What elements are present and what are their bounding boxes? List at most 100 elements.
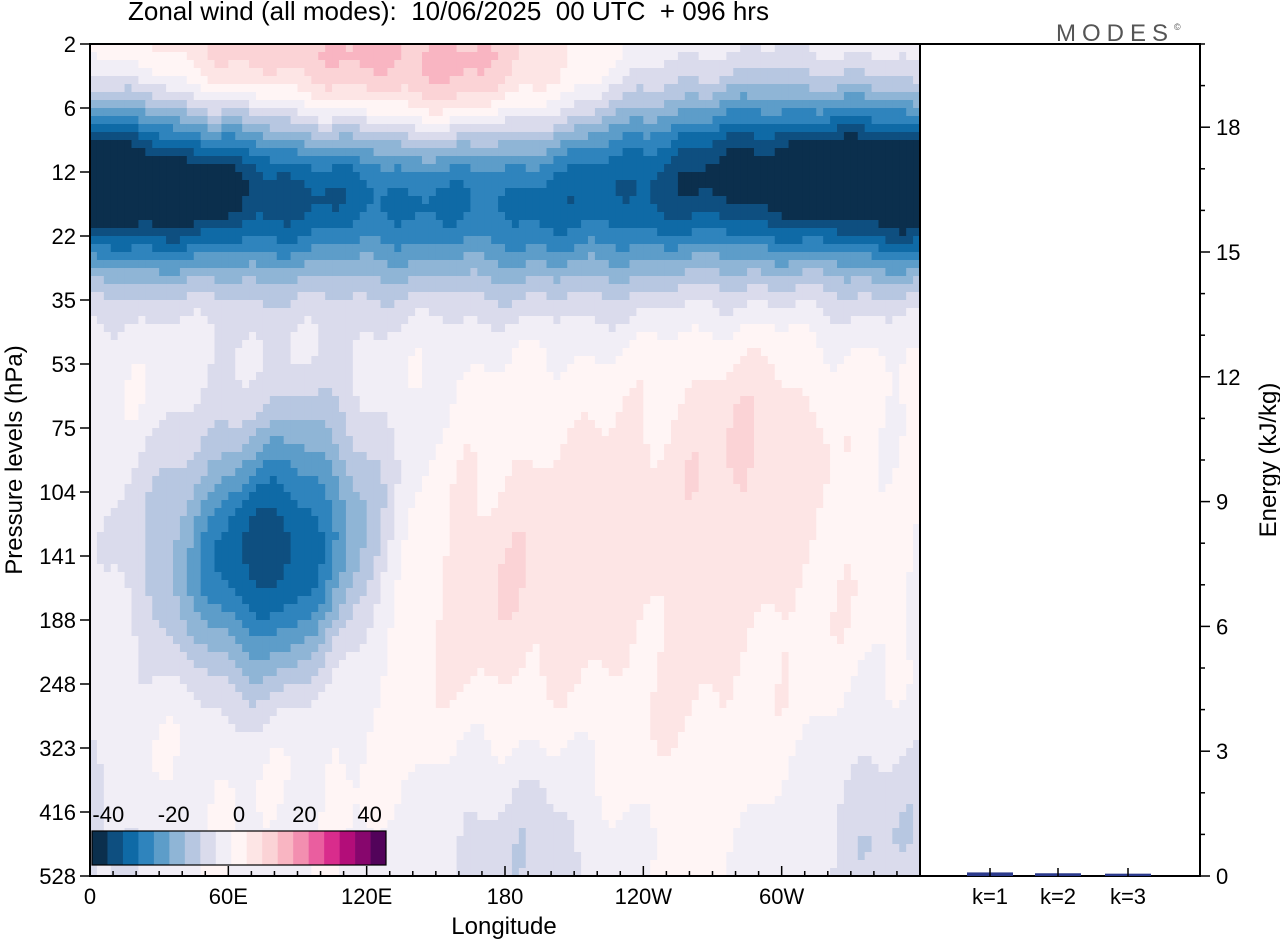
heatmap-cell xyxy=(290,76,299,85)
heatmap-cell xyxy=(532,108,541,117)
heatmap-cell xyxy=(491,188,499,197)
heatmap-cell xyxy=(774,348,783,357)
heatmap-cell xyxy=(878,228,887,237)
heatmap-cell xyxy=(747,276,755,285)
heatmap-cell xyxy=(345,52,354,61)
heatmap-cell xyxy=(96,276,105,285)
heatmap-cell xyxy=(906,220,914,229)
heatmap-cell xyxy=(166,316,174,325)
heatmap-cell xyxy=(394,204,402,213)
heatmap-cell xyxy=(864,292,873,301)
heatmap-cell xyxy=(767,340,776,349)
heatmap-cell xyxy=(767,348,776,357)
heatmap-cell xyxy=(505,292,513,301)
heatmap-cell xyxy=(505,52,513,61)
heatmap-cell xyxy=(484,148,492,157)
heatmap-cell xyxy=(913,324,921,333)
heatmap-cell xyxy=(345,68,354,77)
heatmap-cell xyxy=(491,164,499,173)
heatmap-cell xyxy=(518,228,527,237)
heatmap-cell xyxy=(262,220,271,229)
heatmap-cell xyxy=(698,356,707,365)
heatmap-cell xyxy=(269,60,278,69)
heatmap-cell xyxy=(166,324,174,333)
heatmap-cell xyxy=(525,140,534,149)
heatmap-cell xyxy=(235,124,243,133)
heatmap-cell xyxy=(442,132,451,141)
heatmap-cell xyxy=(525,292,534,301)
heatmap-cell xyxy=(767,188,776,197)
heatmap-cell xyxy=(221,356,229,365)
heatmap-cell xyxy=(816,60,824,69)
heatmap-cell xyxy=(228,92,236,101)
heatmap-cell xyxy=(774,364,783,373)
heatmap-cell xyxy=(214,292,223,301)
heatmap-cell xyxy=(878,52,887,61)
heatmap-cell xyxy=(408,76,416,85)
heatmap-cell xyxy=(809,92,817,101)
heatmap-cell xyxy=(138,372,146,381)
heatmap-cell xyxy=(560,372,568,381)
heatmap-cell xyxy=(712,284,721,293)
heatmap-cell xyxy=(719,204,727,213)
heatmap-cell xyxy=(698,196,707,205)
heatmap-cell xyxy=(830,84,838,93)
heatmap-cell xyxy=(124,284,133,293)
heatmap-cell xyxy=(740,300,748,309)
heatmap-cell xyxy=(166,180,174,189)
heatmap-cell xyxy=(422,252,430,261)
heatmap-cell xyxy=(532,228,541,237)
heatmap-cell xyxy=(179,284,188,293)
heatmap-cell xyxy=(290,60,299,69)
heatmap-cell xyxy=(318,244,326,253)
heatmap-cell xyxy=(601,228,610,237)
heatmap-cell xyxy=(138,228,146,237)
heatmap-cell xyxy=(442,340,451,349)
heatmap-cell xyxy=(677,332,686,341)
heatmap-cell xyxy=(837,84,845,93)
heatmap-cell xyxy=(380,308,389,317)
heatmap-cell xyxy=(380,60,389,69)
heatmap-cell xyxy=(422,180,430,189)
heatmap-cell xyxy=(608,44,617,53)
heatmap-cell xyxy=(581,324,589,333)
heatmap-cell xyxy=(422,116,430,125)
heatmap-cell xyxy=(864,140,873,149)
heatmap-cell xyxy=(857,212,866,221)
heatmap-cell xyxy=(152,212,160,221)
heatmap-cell xyxy=(200,132,209,141)
heatmap-cell xyxy=(505,212,513,221)
heatmap-cell xyxy=(754,356,762,365)
heatmap-cell xyxy=(221,260,229,269)
heatmap-cell xyxy=(581,172,589,181)
heatmap-cell xyxy=(145,220,153,229)
heatmap-cell xyxy=(705,188,714,197)
heatmap-cell xyxy=(608,284,617,293)
heatmap-cell xyxy=(422,244,430,253)
heatmap-cell xyxy=(539,164,548,173)
heatmap-cell xyxy=(885,108,893,117)
heatmap-cell xyxy=(262,244,271,253)
heatmap-cell xyxy=(733,364,741,373)
heatmap-cell xyxy=(249,68,257,77)
heatmap-cell xyxy=(193,236,202,245)
heatmap-cell xyxy=(505,60,513,69)
heatmap-cell xyxy=(712,84,721,93)
heatmap-cell xyxy=(712,52,721,61)
heatmap-cell xyxy=(588,52,596,61)
heatmap-cell xyxy=(546,252,555,261)
heatmap-cell xyxy=(871,180,880,189)
heatmap-cell xyxy=(581,252,589,261)
heatmap-cell xyxy=(477,332,485,341)
heatmap-cell xyxy=(850,340,859,349)
heatmap-cell xyxy=(166,100,174,109)
heatmap-cell xyxy=(269,292,278,301)
heatmap-cell xyxy=(830,324,838,333)
heatmap-cell xyxy=(311,140,319,149)
heatmap-cell xyxy=(892,132,900,141)
heatmap-cell xyxy=(878,220,887,229)
heatmap-cell xyxy=(401,68,409,77)
heatmap-cell xyxy=(837,236,845,245)
heatmap-cell xyxy=(235,76,243,85)
heatmap-cell xyxy=(276,236,285,245)
